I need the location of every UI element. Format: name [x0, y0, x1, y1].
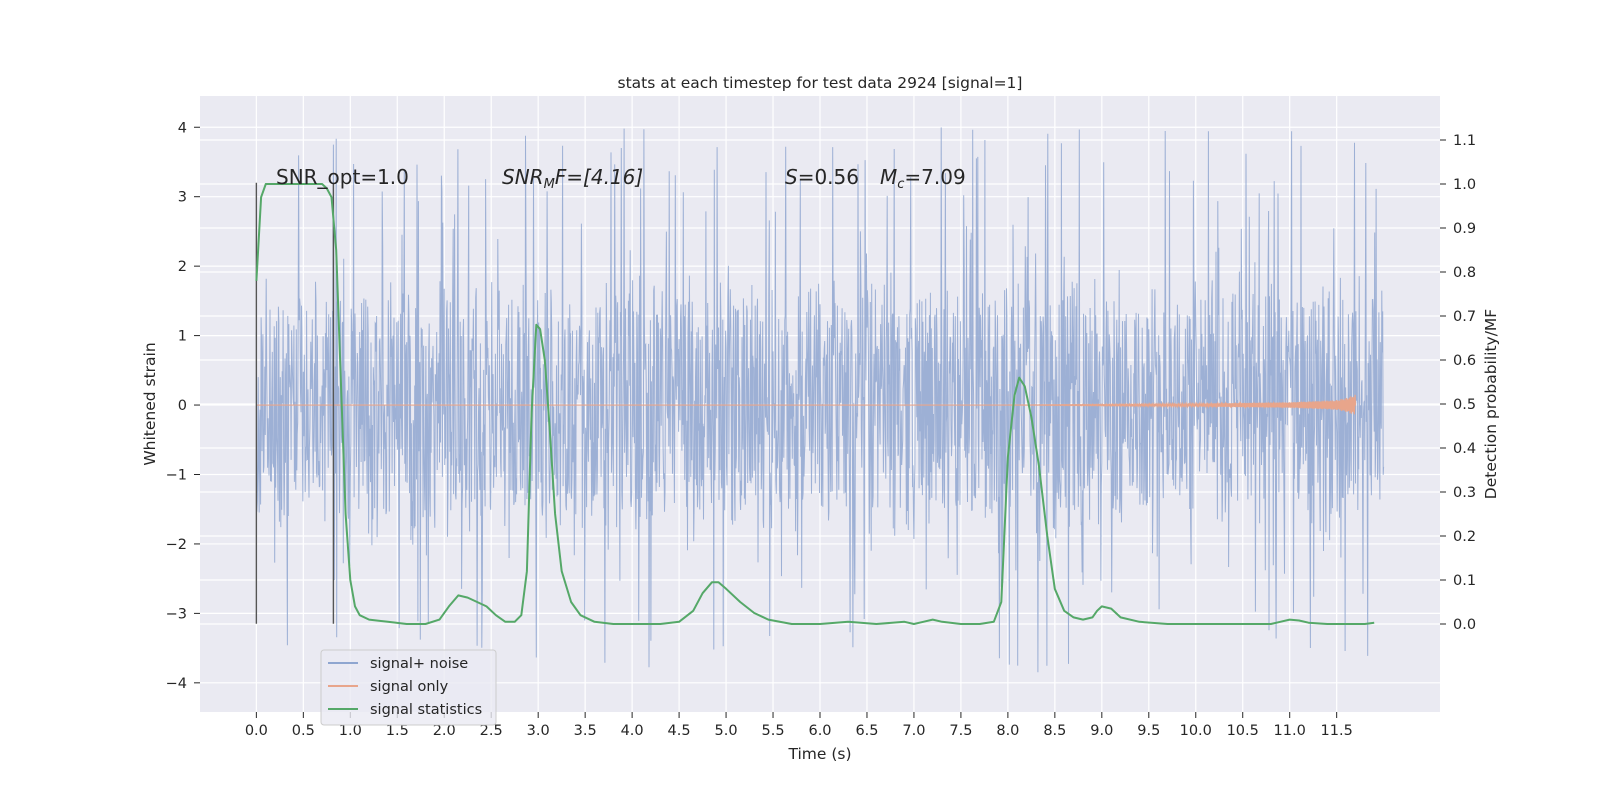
x-tick-label: 10.5 — [1227, 723, 1259, 739]
y-tick-label: −2 — [166, 537, 187, 553]
x-tick-label: 11.0 — [1274, 723, 1306, 739]
x-tick-label: 1.0 — [339, 723, 362, 739]
legend-label-signal-only: signal only — [370, 679, 449, 695]
annotation-s: S=0.56 — [785, 165, 859, 189]
y-right-tick-label: 0.5 — [1453, 397, 1476, 413]
stats-line — [255, 183, 1375, 625]
y-right-tick-label: 0.1 — [1453, 573, 1476, 589]
annotation-snr-mf: SNRMF=[4.16] — [502, 165, 643, 192]
x-tick-label: 0.5 — [292, 723, 315, 739]
chart-title: stats at each timestep for test data 292… — [618, 74, 1023, 92]
x-tick-label: 5.5 — [761, 723, 784, 739]
x-tick-label: 6.0 — [808, 723, 831, 739]
series-signal-only — [256, 394, 1357, 415]
y-tick-label: 2 — [178, 259, 187, 275]
x-tick-label: 11.5 — [1321, 723, 1353, 739]
legend-box — [320, 649, 497, 726]
x-tick-label: 8.5 — [1043, 723, 1066, 739]
x-tick-label: 8.0 — [996, 723, 1019, 739]
y-tick-label: 0 — [178, 398, 187, 414]
annotation-snr-opt: SNR_opt=1.0 — [276, 165, 409, 189]
x-tick-label: 5.0 — [715, 723, 738, 739]
y-axis-label: Whitened strain — [141, 342, 159, 465]
y-right-tick-label: 1.1 — [1453, 133, 1476, 149]
x-tick-label: 9.0 — [1090, 723, 1113, 739]
y-right-tick-label: 0.8 — [1453, 265, 1476, 281]
annotation-s-var: S — [785, 165, 798, 189]
y-right-tick-label: 0.7 — [1453, 309, 1476, 325]
x-tick-label: 7.5 — [949, 723, 972, 739]
y-right-tick-label: 0.9 — [1453, 221, 1476, 237]
y-right-tick-label: 1.0 — [1453, 177, 1476, 193]
y-right-tick-label: 0.2 — [1453, 529, 1476, 545]
annotation-mc: Mc=7.09 — [880, 165, 966, 192]
x-tick-label: 9.5 — [1137, 723, 1160, 739]
y-right-tick-label: 0.3 — [1453, 485, 1476, 501]
y-right-axis-ticks: 1.1 1.0 0.9 0.8 0.7 0.6 0.5 0.4 0.3 0.2 0.1 0.0 — [1440, 133, 1476, 633]
y-right-tick-label: 0.4 — [1453, 441, 1476, 457]
x-tick-label: 6.5 — [855, 723, 878, 739]
y-tick-label: −4 — [166, 676, 187, 692]
x-tick-label: 4.0 — [621, 723, 644, 739]
annotation-mc-sub: c — [897, 177, 904, 192]
y-tick-label: −1 — [166, 467, 187, 483]
y-tick-label: −3 — [166, 606, 187, 622]
x-axis-ticks: 0.0 0.5 1.0 1.5 2.0 2.5 3.0 3.5 4.0 4.5 5.0 5.5 6.0 6… — [245, 712, 1353, 739]
x-tick-label: 2.5 — [480, 723, 503, 739]
noise-line — [255, 127, 1385, 673]
legend: signal+ noise signal only signal statist… — [320, 649, 497, 726]
x-tick-label: 3.5 — [574, 723, 597, 739]
annotation-mc-var: M — [880, 165, 897, 189]
y-tick-label: 4 — [178, 120, 187, 136]
x-tick-label: 10.0 — [1180, 723, 1212, 739]
x-tick-label: 0.0 — [245, 723, 268, 739]
annotation-snr-mf-var: SNR — [502, 165, 544, 189]
series-signal-statistics — [255, 183, 1375, 625]
y-tick-label: 1 — [178, 329, 187, 345]
vertical-markers — [255, 182, 335, 624]
legend-label-signal-plus-noise: signal+ noise — [370, 656, 468, 672]
x-tick-label: 3.0 — [527, 723, 550, 739]
series-signal-plus-noise — [255, 127, 1385, 673]
annotation-snr-mf-rest: F=[4.16] — [555, 165, 643, 189]
y-right-tick-label: 0.0 — [1453, 617, 1476, 633]
y-right-axis-label: Detection probability/MF — [1482, 309, 1500, 500]
signal-chirp-line — [1007, 394, 1357, 415]
annotation-s-value: =0.56 — [798, 165, 859, 189]
x-axis-label: Time (s) — [787, 745, 851, 763]
annotation-snr-mf-sub: M — [544, 177, 555, 192]
x-tick-label: 4.5 — [668, 723, 691, 739]
y-right-tick-label: 0.6 — [1453, 353, 1476, 369]
y-axis-ticks: 4 3 2 1 0 −1 −2 −3 −4 — [166, 120, 200, 692]
y-tick-label: 3 — [178, 190, 187, 206]
legend-label-signal-statistics: signal statistics — [370, 702, 482, 718]
x-tick-label: 2.0 — [433, 723, 456, 739]
x-tick-label: 7.0 — [902, 723, 925, 739]
annotation-mc-value: =7.09 — [904, 165, 965, 189]
x-tick-label: 1.5 — [386, 723, 409, 739]
